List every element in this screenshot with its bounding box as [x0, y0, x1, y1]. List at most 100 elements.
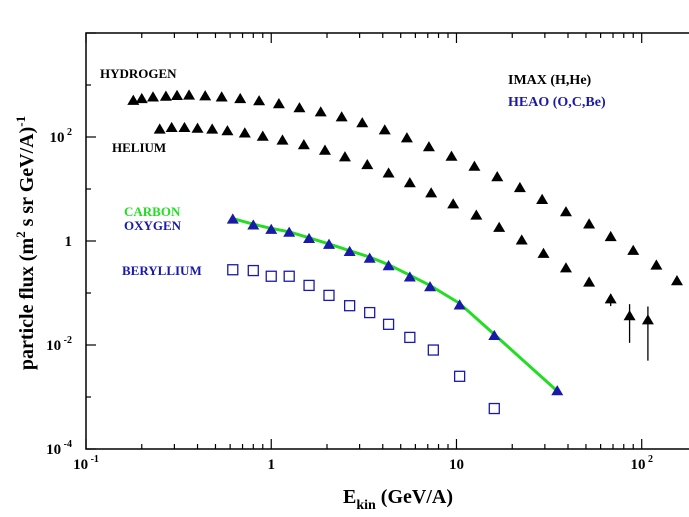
point-hydrogen	[183, 89, 196, 100]
point-helium	[537, 247, 550, 258]
point-oxygen	[322, 238, 335, 249]
y-axis-label-sup2: -1	[13, 116, 28, 127]
point-oxygen	[453, 299, 466, 310]
point-helium	[425, 187, 438, 198]
point-beryllium	[404, 331, 416, 344]
y-axis-label-sup1: 2	[13, 231, 28, 238]
annotation-helium: HELIUM	[112, 140, 166, 155]
y-tick-label-base: 10	[46, 442, 61, 458]
point-beryllium	[382, 318, 395, 330]
y-tick-label: 10 -2	[46, 335, 72, 354]
point-helium	[153, 123, 166, 134]
point-helium	[493, 221, 506, 232]
point-helium	[470, 209, 483, 220]
point-helium	[318, 144, 331, 155]
x-tick-label: 10 2	[630, 454, 653, 473]
point-oxygen	[247, 219, 260, 230]
point-helium	[583, 276, 596, 287]
point-hydrogen	[135, 92, 148, 104]
line-carbon	[232, 217, 559, 393]
point-hydrogen	[293, 102, 306, 113]
y-tick-label-base: 10	[46, 338, 61, 354]
point-helium	[297, 139, 310, 150]
point-hydrogen	[215, 91, 228, 102]
point-hydrogen	[335, 111, 348, 122]
annotation-oxygen: OXYGEN	[124, 218, 182, 233]
x-axis-label-main: E	[343, 486, 356, 508]
point-hydrogen	[253, 95, 266, 106]
point-oxygen	[363, 252, 376, 263]
point-helium	[641, 314, 654, 325]
point-helium	[238, 127, 251, 138]
fit-lines	[232, 217, 559, 393]
point-oxygen	[403, 271, 416, 282]
legend-entry: IMAX (H,He)	[508, 73, 592, 88]
x-tick-label-base: 1	[267, 457, 275, 473]
point-beryllium	[488, 402, 500, 415]
point-beryllium	[247, 264, 259, 277]
point-hydrogen	[159, 90, 172, 101]
y-tick-label: 1	[65, 234, 73, 250]
y-axis-label-pre: particle flux (m	[16, 238, 38, 371]
point-hydrogen	[627, 244, 640, 255]
x-axis-label-sub: kin	[356, 498, 376, 513]
point-oxygen	[424, 281, 437, 292]
point-oxygen	[343, 245, 356, 256]
point-helium	[515, 234, 528, 245]
x-tick-label: 10	[449, 457, 464, 473]
point-beryllium	[227, 264, 239, 276]
point-helium	[447, 198, 460, 209]
legend: IMAX (H,He) HEAO (O,C,Be)	[508, 73, 606, 110]
x-axis-label-rest: (GeV/A)	[376, 486, 453, 508]
point-hydrogen	[513, 181, 526, 193]
point-hydrogen	[272, 98, 285, 109]
annotation-hydrogen: HYDROGEN	[100, 66, 177, 81]
y-tick-label-base: 1	[65, 234, 73, 250]
y-tick-label: 10 2	[50, 127, 73, 146]
point-beryllium	[303, 279, 315, 292]
point-helium	[221, 125, 234, 136]
x-tick-label-base: 10	[73, 457, 88, 473]
x-tick-label-base: 10	[449, 457, 464, 473]
y-tick-label-exp: -2	[61, 335, 72, 346]
point-helium	[276, 134, 289, 145]
point-beryllium	[427, 344, 439, 356]
annotation-beryllium: BERYLLIUM	[122, 263, 202, 278]
point-hydrogen	[491, 171, 504, 182]
point-helium	[165, 121, 178, 133]
y-tick-label-base: 10	[50, 130, 65, 146]
point-helium	[178, 121, 191, 133]
y-tick-label-exp: -4	[61, 439, 72, 450]
point-hydrogen	[199, 90, 212, 101]
point-hydrogen	[536, 193, 549, 204]
point-helium	[559, 262, 572, 273]
point-helium	[361, 158, 374, 170]
point-hydrogen	[445, 150, 458, 161]
legend-entry: HEAO (O,C,Be)	[508, 95, 606, 110]
x-tick-label-base: 10	[630, 457, 645, 473]
x-tick-label-exp: 2	[645, 454, 653, 465]
point-hydrogen	[650, 259, 663, 270]
point-beryllium	[283, 270, 295, 282]
point-oxygen	[488, 329, 501, 341]
point-oxygen	[283, 226, 296, 237]
annotation-carbon: CARBON	[124, 204, 181, 219]
x-tick-label: 1	[267, 457, 275, 473]
point-hydrogen	[171, 89, 184, 100]
point-beryllium	[323, 289, 335, 302]
point-hydrogen	[356, 117, 369, 128]
point-helium	[623, 310, 636, 321]
point-oxygen	[551, 385, 564, 396]
y-axis-label: particle flux (m2 s sr GeV/A)-1	[13, 116, 38, 370]
point-helium	[338, 151, 351, 162]
point-hydrogen	[378, 124, 391, 135]
x-tick-label-exp: -1	[88, 454, 99, 465]
point-beryllium	[265, 270, 277, 282]
point-beryllium	[364, 306, 376, 319]
point-helium	[256, 130, 269, 141]
point-helium	[403, 177, 416, 188]
point-hydrogen	[422, 141, 435, 152]
